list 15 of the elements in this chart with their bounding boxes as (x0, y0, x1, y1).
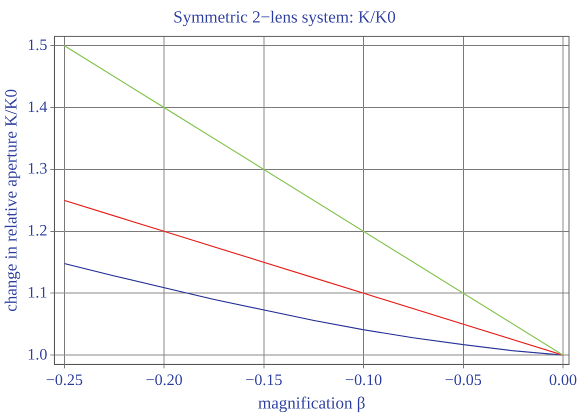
x-tick-label: −0.15 (245, 372, 282, 390)
x-axis-title: magnification β (258, 393, 366, 412)
x-tick-label: 0.00 (549, 372, 578, 390)
y-axis-title: change in relative aperture K/K0 (2, 89, 21, 312)
chart-title: Symmetric 2−lens system: K/K0 (173, 8, 396, 27)
x-tick-label: −0.25 (46, 372, 83, 390)
y-tick-label: 1.2 (27, 222, 48, 240)
y-tick-label: 1.5 (27, 36, 48, 54)
y-tick-label: 1.4 (27, 98, 48, 116)
y-tick-label: 1.3 (27, 160, 48, 178)
x-tick-label: −0.10 (345, 372, 382, 390)
x-tick-label: −0.20 (146, 372, 183, 390)
y-tick-label: 1.1 (27, 284, 48, 302)
y-tick-label: 1.0 (27, 346, 48, 364)
x-tick-label: −0.05 (444, 372, 482, 390)
